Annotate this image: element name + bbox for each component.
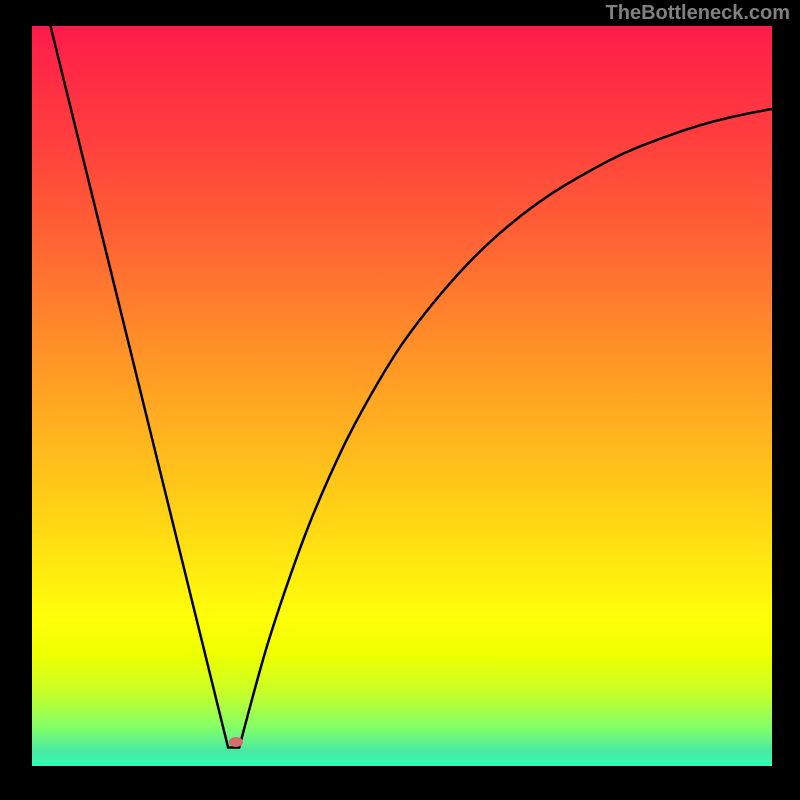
chart-gradient-background bbox=[32, 26, 772, 766]
attribution-text: TheBottleneck.com bbox=[606, 2, 790, 25]
optimal-point-marker bbox=[229, 737, 243, 747]
chart-plot-area bbox=[32, 26, 772, 766]
